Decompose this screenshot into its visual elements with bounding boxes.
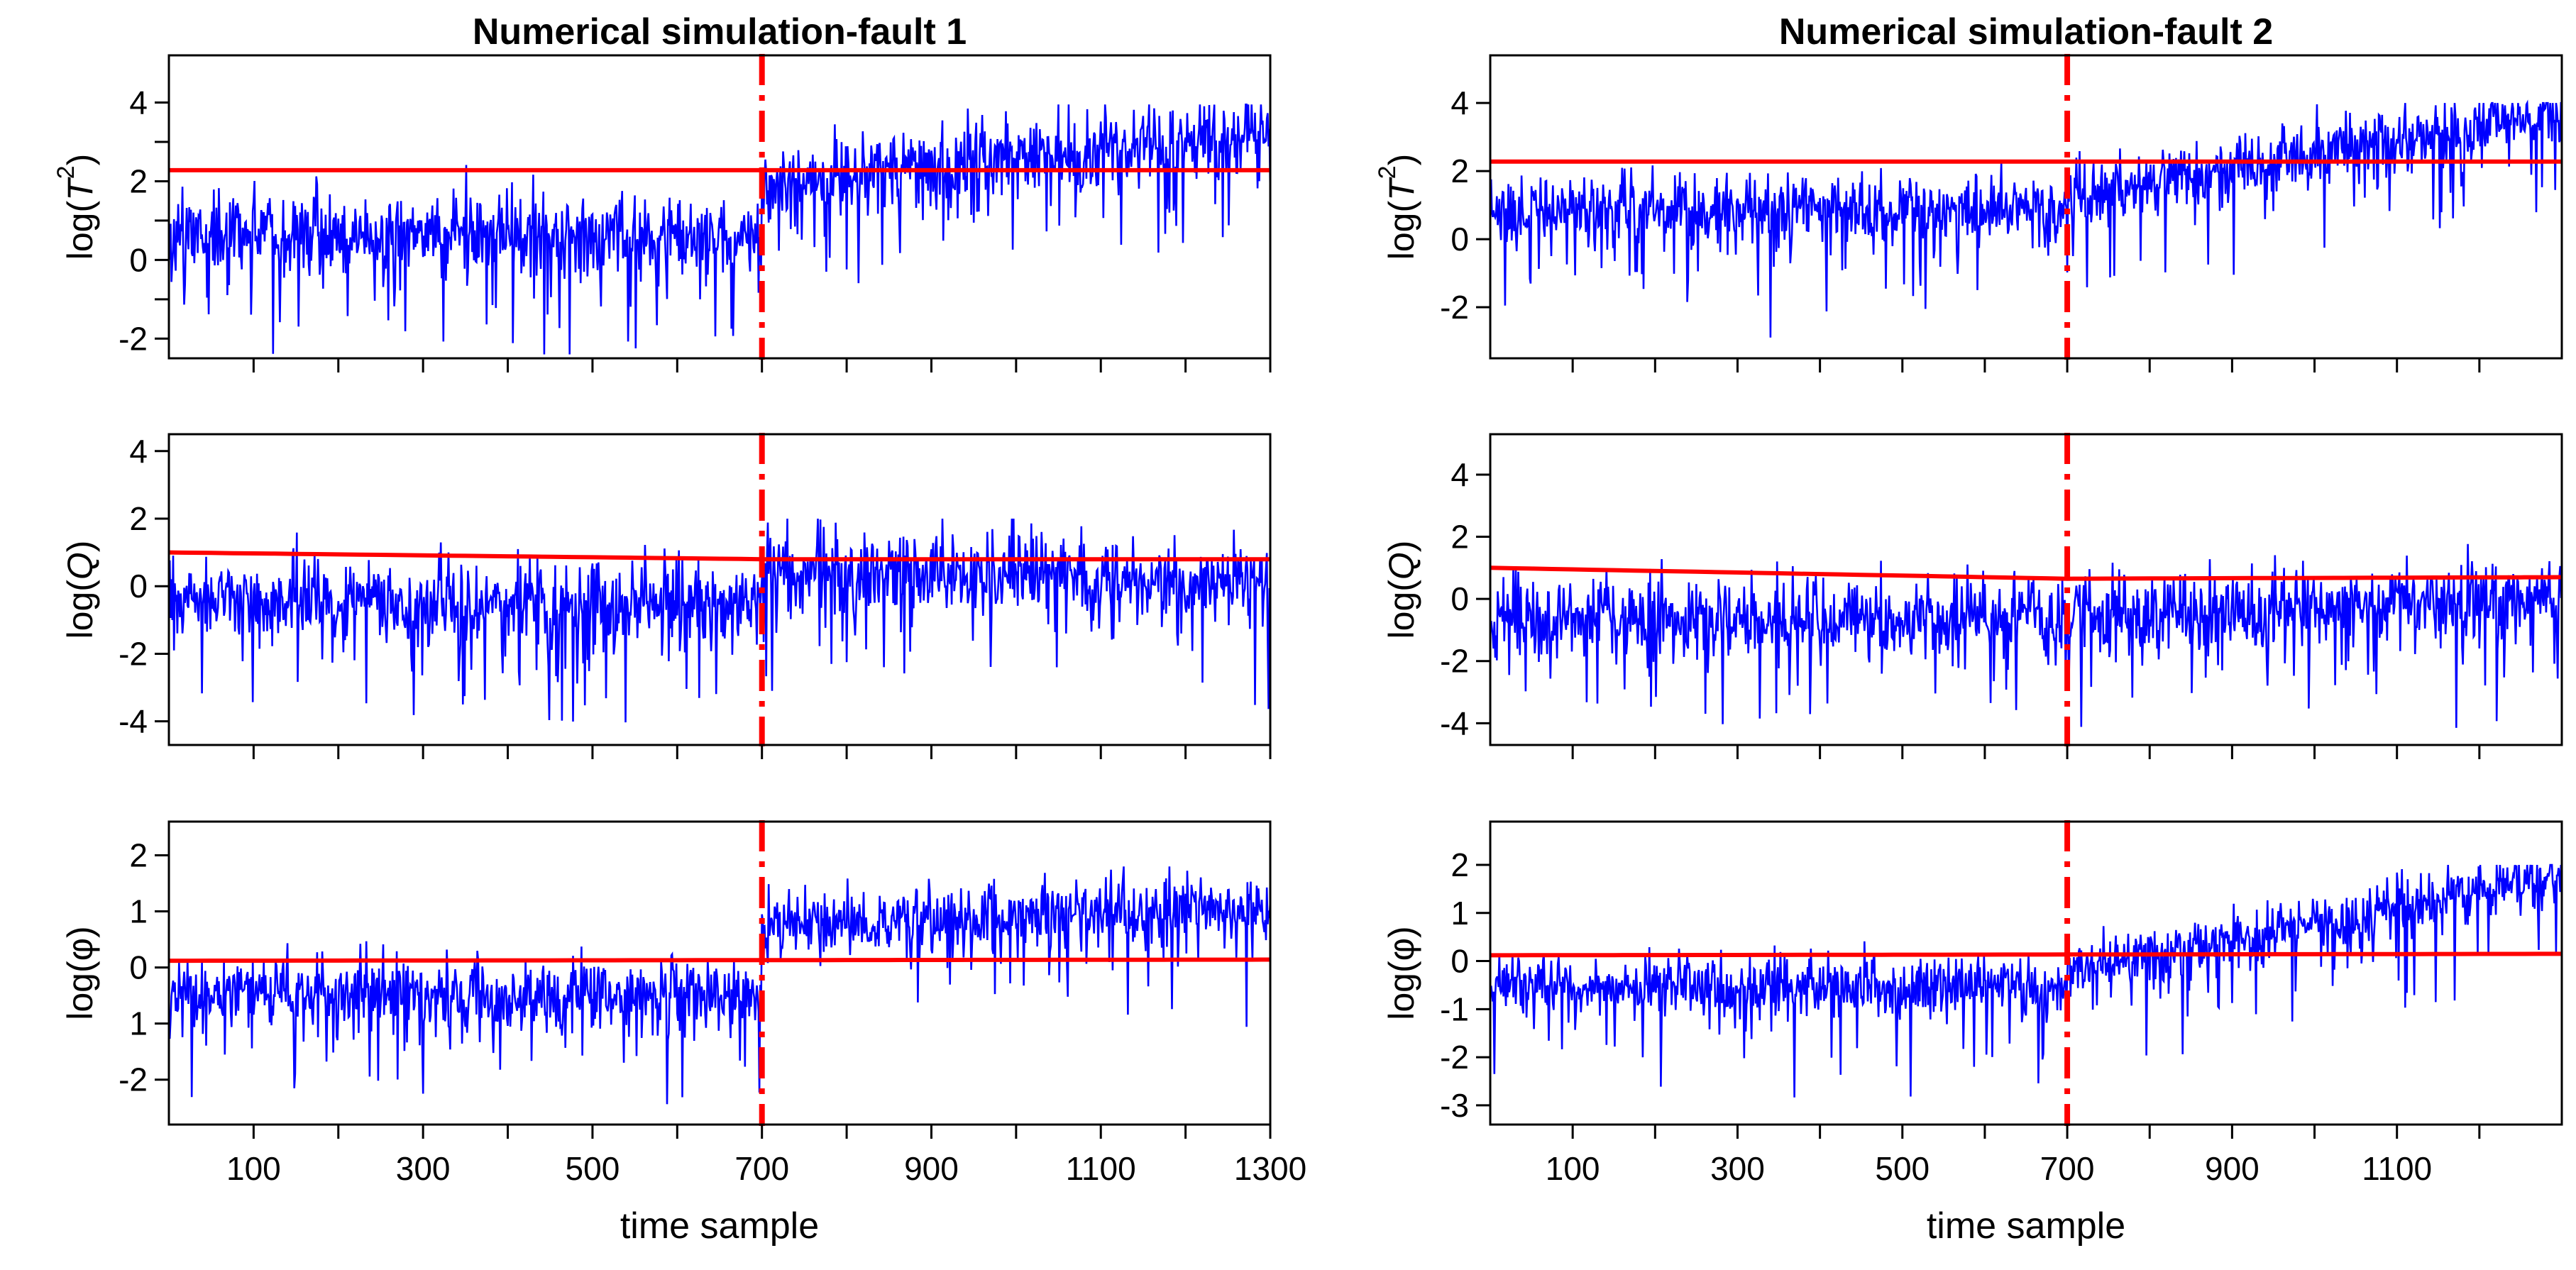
- x-tick-label: 100: [226, 1150, 281, 1187]
- y-tick-label: -2: [1440, 643, 1469, 680]
- y-axis-label: log(T2): [53, 154, 100, 260]
- y-tick-label: -4: [1440, 705, 1469, 741]
- series-statistic: [1490, 543, 2562, 728]
- y-tick-label: -2: [119, 1061, 148, 1098]
- panel-fault2-T2: -2 0 2 4 log(T2) Numerical simulation-fault 2: [1374, 11, 2563, 372]
- y-tick-label: 2: [129, 836, 148, 873]
- y-tick-label: 4: [129, 433, 148, 470]
- chart-title: Numerical simulation-fault 2: [1779, 11, 2273, 53]
- panel-fault1-T2: -2 0 2 4 log(T2) Numerical simulation-fault 1: [53, 11, 1272, 372]
- x-tick-label: 300: [396, 1150, 451, 1187]
- y-axis-label: log(T2): [1374, 154, 1421, 260]
- x-tick-label: 1100: [1066, 1150, 1136, 1187]
- y-tick-label: 2: [1451, 846, 1469, 883]
- y-tick-label: 0: [129, 568, 148, 604]
- series-statistic: [1490, 863, 2562, 1098]
- y-tick-label: 4: [1451, 84, 1469, 121]
- x-tick-label: 1300: [1234, 1150, 1306, 1187]
- y-tick-label: 1: [1451, 895, 1469, 932]
- panel-fault2-phi: -3 -2 -1 0 1 2 100 300 500 700 900 1100 log(φ) time s…: [1382, 820, 2563, 1247]
- y-tick-label: -2: [119, 635, 148, 672]
- panel-fault1-Q: -4 -2 0 2 4 log(Q): [60, 433, 1272, 759]
- plot-frame: [1489, 820, 2563, 1126]
- plot-frame: [1489, 433, 2563, 746]
- y-tick-label: 2: [1451, 519, 1469, 556]
- y-tick-label: 1: [129, 893, 148, 930]
- x-tick-label: 700: [2040, 1150, 2095, 1187]
- y-tick-label: 4: [1451, 456, 1469, 493]
- x-tick-label: 900: [904, 1150, 959, 1187]
- y-tick-label: -1: [1440, 990, 1469, 1027]
- y-tick-label: 0: [129, 949, 148, 986]
- y-tick-label: -4: [119, 703, 148, 740]
- x-axis-label: time sample: [620, 1205, 819, 1247]
- y-axis-label: log(φ): [60, 926, 100, 1020]
- y-tick-label: 2: [1451, 153, 1469, 189]
- series-statistic: [169, 866, 1270, 1105]
- plot-frame: [167, 433, 1272, 746]
- y-tick-label: 1: [129, 1005, 148, 1042]
- chart-title: Numerical simulation-fault 1: [473, 11, 967, 53]
- y-axis-label: log(φ): [1382, 926, 1421, 1020]
- panels: -2 0 2 4 log(T2) Numerical simulation-fault 1…: [53, 11, 2563, 1247]
- series-statistic: [169, 518, 1270, 723]
- y-tick-label: -2: [1440, 289, 1469, 326]
- y-tick-label: -2: [1440, 1039, 1469, 1076]
- control-limit-line: [1490, 565, 2562, 581]
- y-tick-label: 4: [129, 84, 148, 121]
- control-limit-line: [1490, 951, 2562, 958]
- y-tick-label: 0: [1451, 580, 1469, 617]
- y-axis-label: log(Q): [60, 541, 100, 639]
- series-statistic: [1490, 99, 2562, 338]
- plot-frame: [167, 54, 1272, 360]
- y-tick-label: 2: [129, 500, 148, 537]
- y-tick-label: -3: [1440, 1087, 1469, 1124]
- y-tick-label: -2: [119, 320, 148, 357]
- y-tick-label: 2: [129, 162, 148, 199]
- y-axis-label: log(Q): [1382, 541, 1421, 639]
- x-tick-label: 500: [566, 1150, 620, 1187]
- plot-frame: [167, 820, 1272, 1126]
- control-limit-line: [169, 550, 1270, 562]
- series-statistic: [169, 104, 1270, 355]
- panel-fault2-Q: -4 -2 0 2 4 log(Q): [1382, 433, 2563, 759]
- x-axis-label: time sample: [1927, 1205, 2125, 1247]
- control-limit-line: [169, 957, 1270, 963]
- y-tick-label: 0: [1451, 221, 1469, 258]
- x-tick-label: 700: [734, 1150, 789, 1187]
- y-tick-label: 0: [1451, 943, 1469, 980]
- panel-fault1-phi: -2 1 0 1 2 100 300 500 700 900 1100 1300 log(φ) time …: [60, 820, 1306, 1247]
- x-tick-label: 900: [2205, 1150, 2259, 1187]
- x-tick-label: 300: [1710, 1150, 1765, 1187]
- x-tick-label: 100: [1546, 1150, 1600, 1187]
- x-tick-label: 1100: [2362, 1150, 2432, 1187]
- plot-frame: [1489, 54, 2563, 360]
- x-tick-label: 500: [1875, 1150, 1930, 1187]
- y-tick-label: 0: [129, 241, 148, 278]
